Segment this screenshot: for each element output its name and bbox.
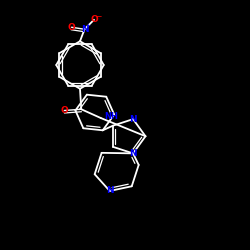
Text: N: N xyxy=(129,149,137,158)
Text: N: N xyxy=(81,25,88,34)
Text: NH: NH xyxy=(104,112,118,121)
Text: O: O xyxy=(60,106,68,115)
Text: N: N xyxy=(129,115,137,124)
Text: O: O xyxy=(90,15,98,24)
Text: −: − xyxy=(95,12,101,21)
Text: +: + xyxy=(86,23,91,28)
Text: O: O xyxy=(68,23,76,32)
Text: N: N xyxy=(106,186,114,196)
